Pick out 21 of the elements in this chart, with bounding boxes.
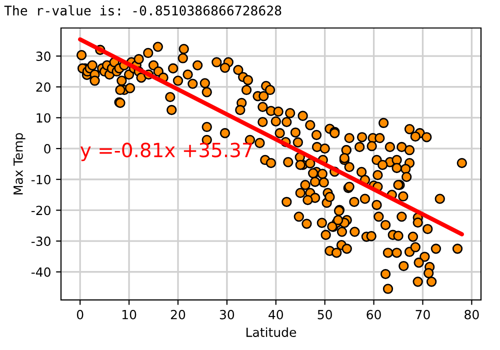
y-tick-label: 10 — [36, 113, 50, 123]
y-tick-label: -40 — [31, 267, 50, 277]
y-tick-label: 0 — [44, 144, 50, 154]
y-tick-label: -20 — [31, 206, 50, 216]
x-tick-label: 80 — [464, 310, 479, 320]
x-tick-label: 60 — [366, 310, 381, 320]
x-tick-label: 50 — [318, 310, 332, 320]
y-tick-label: -30 — [31, 236, 50, 246]
y-tick-label: 20 — [36, 82, 50, 92]
x-tick-label: 0 — [76, 310, 84, 320]
text: The r-value is: -0.8510386866728628 — [4, 5, 282, 16]
x-tick-label: 10 — [122, 310, 136, 320]
x-tick-label: 30 — [220, 310, 234, 320]
y-axis-title: Max Temp — [14, 133, 26, 194]
x-tick-label: 70 — [416, 310, 430, 320]
x-axis-title: Latitude — [246, 327, 296, 337]
annotation: y =-0.81x +35.37 — [80, 142, 252, 162]
x-tick-label: 20 — [170, 310, 186, 320]
y-tick-label: -10 — [31, 174, 50, 184]
y-tick-label: 30 — [36, 52, 50, 61]
x-tick-label: 40 — [268, 310, 284, 320]
